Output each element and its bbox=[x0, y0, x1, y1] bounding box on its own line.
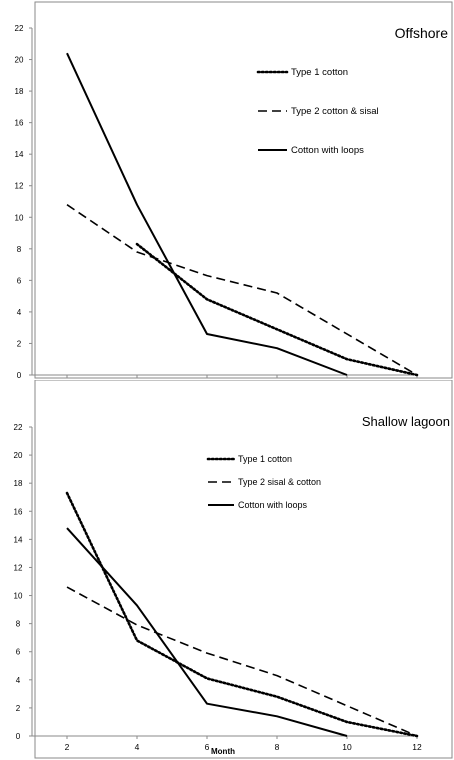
offshore-legend-label: Cotton with loops bbox=[291, 145, 364, 156]
lagoon-x-tick-label: 4 bbox=[135, 742, 140, 752]
lagoon-y-tick-label: 0 bbox=[16, 732, 21, 741]
lagoon-x-tick-label: 8 bbox=[275, 742, 280, 752]
offshore-y-tick-label: 20 bbox=[15, 56, 24, 65]
offshore-legend-label: Type 1 cotton bbox=[291, 67, 348, 78]
offshore-chart-title: Offshore bbox=[395, 25, 449, 41]
lagoon-legend-label: Type 2 sisal & cotton bbox=[238, 477, 321, 487]
lagoon-y-tick-label: 20 bbox=[14, 451, 23, 460]
lagoon-x-axis-label: Month bbox=[211, 747, 235, 756]
offshore-y-tick-label: 16 bbox=[15, 119, 24, 128]
lagoon-series-line-dotted bbox=[65, 491, 419, 738]
lagoon-x-tick-label: 2 bbox=[65, 742, 70, 752]
lagoon-y-tick-label: 4 bbox=[16, 676, 21, 685]
offshore-y-tick-label: 0 bbox=[17, 371, 22, 380]
offshore-y-tick-label: 10 bbox=[15, 213, 24, 222]
lagoon-legend-label: Type 1 cotton bbox=[238, 454, 292, 464]
chart-offshore: 024681012141618202224681012MonthOffshore… bbox=[15, 1, 453, 380]
offshore-y-tick-label: 12 bbox=[15, 182, 24, 191]
offshore-series-line-dashed bbox=[66, 204, 418, 376]
lagoon-y-tick-label: 16 bbox=[14, 507, 23, 516]
lagoon-chart-title: Shallow lagoon bbox=[362, 414, 450, 429]
offshore-y-tick-label: 22 bbox=[15, 24, 24, 33]
lagoon-y-tick-label: 22 bbox=[14, 423, 23, 432]
lagoon-frame bbox=[34, 380, 453, 759]
lagoon-y-tick-label: 18 bbox=[14, 479, 23, 488]
lagoon-series-line-dashed bbox=[66, 586, 418, 737]
lagoon-y-tick-label: 8 bbox=[16, 620, 21, 629]
offshore-y-tick-label: 4 bbox=[17, 308, 22, 317]
offshore-series-line-solid bbox=[66, 52, 348, 376]
offshore-y-tick-label: 18 bbox=[15, 87, 24, 96]
lagoon-series-line-solid bbox=[66, 527, 348, 737]
lagoon-y-tick-label: 2 bbox=[16, 704, 21, 713]
lagoon-y-tick-label: 12 bbox=[14, 563, 23, 572]
offshore-y-tick-label: 2 bbox=[17, 339, 22, 348]
lagoon-x-tick-label: 12 bbox=[412, 742, 422, 752]
lagoon-x-tick-label: 10 bbox=[342, 742, 352, 752]
offshore-y-tick-label: 8 bbox=[17, 245, 22, 254]
lagoon-y-tick-label: 6 bbox=[16, 648, 21, 657]
offshore-series-line-dotted bbox=[135, 242, 419, 377]
lagoon-x-tick-label: 6 bbox=[205, 742, 210, 752]
offshore-frame bbox=[34, 1, 453, 379]
lagoon-y-tick-label: 14 bbox=[14, 535, 23, 544]
lagoon-y-tick-label: 10 bbox=[14, 592, 23, 601]
offshore-y-tick-label: 14 bbox=[15, 150, 24, 159]
lagoon-legend-label: Cotton with loops bbox=[238, 500, 308, 510]
offshore-y-tick-label: 6 bbox=[17, 276, 22, 285]
offshore-legend-label: Type 2 cotton & sisal bbox=[291, 106, 379, 117]
